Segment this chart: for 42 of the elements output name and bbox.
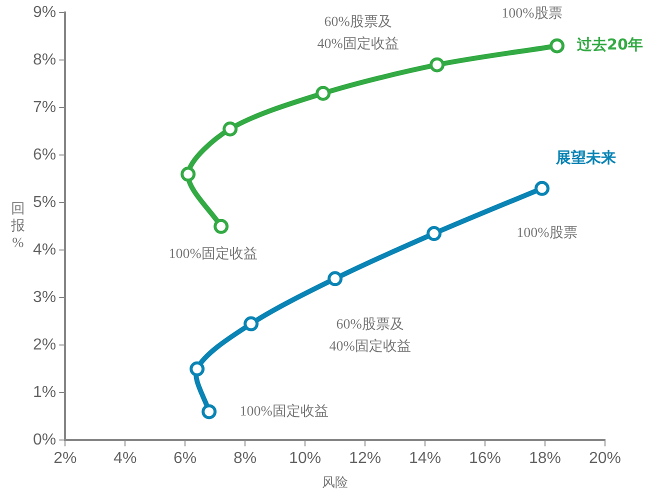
annotation: 100%股票	[502, 6, 562, 22]
point	[214, 218, 229, 234]
x-tick-label: 8%	[234, 450, 257, 468]
x-tick-label: 12%	[349, 450, 382, 468]
point	[430, 57, 445, 72]
annotation: 100%固定收益	[168, 246, 258, 262]
y-axis-title: 回报%	[10, 202, 25, 252]
annotation: 100%股票	[516, 225, 578, 242]
x-axis-title: 风险	[322, 474, 348, 490]
point	[244, 316, 259, 332]
x-tick-label: 2%	[54, 450, 77, 468]
point	[328, 271, 343, 286]
annotation: 60%股票及 40%固定收益	[317, 14, 399, 52]
y-tick-label: 2%	[33, 336, 56, 354]
x-tick-label: 14%	[409, 450, 442, 468]
y-tick-label: 0%	[33, 432, 56, 449]
y-tick-label: 3%	[33, 289, 56, 306]
x-tick-label: 4%	[114, 450, 137, 468]
y-tick-label: 7%	[33, 99, 56, 116]
point	[534, 180, 550, 196]
point	[222, 122, 238, 136]
series-label: 过去20年	[576, 36, 643, 54]
y-tick-label: 4%	[33, 242, 56, 259]
series-label: 展望未来	[555, 148, 616, 166]
y-tick-label: 5%	[33, 194, 56, 212]
x-tick-label: 10%	[289, 450, 322, 468]
x-tick-label: 20%	[588, 450, 622, 468]
annotation: 100%固定收益	[240, 403, 328, 420]
point	[426, 226, 442, 242]
annotation: 60%股票及 40%固定收益	[329, 316, 411, 354]
x-tick-label: 16%	[469, 450, 502, 468]
point	[180, 166, 196, 182]
y-tick-label: 1%	[33, 384, 56, 402]
x-tick-label: 18%	[529, 450, 562, 468]
x-tick-label: 6%	[174, 450, 197, 468]
y-tick-label: 6%	[33, 146, 56, 164]
y-tick-label: 8%	[33, 52, 56, 69]
point	[202, 404, 217, 420]
y-tick-label: 9%	[33, 4, 56, 22]
point	[190, 361, 205, 376]
point	[550, 38, 565, 54]
point	[316, 86, 331, 101]
